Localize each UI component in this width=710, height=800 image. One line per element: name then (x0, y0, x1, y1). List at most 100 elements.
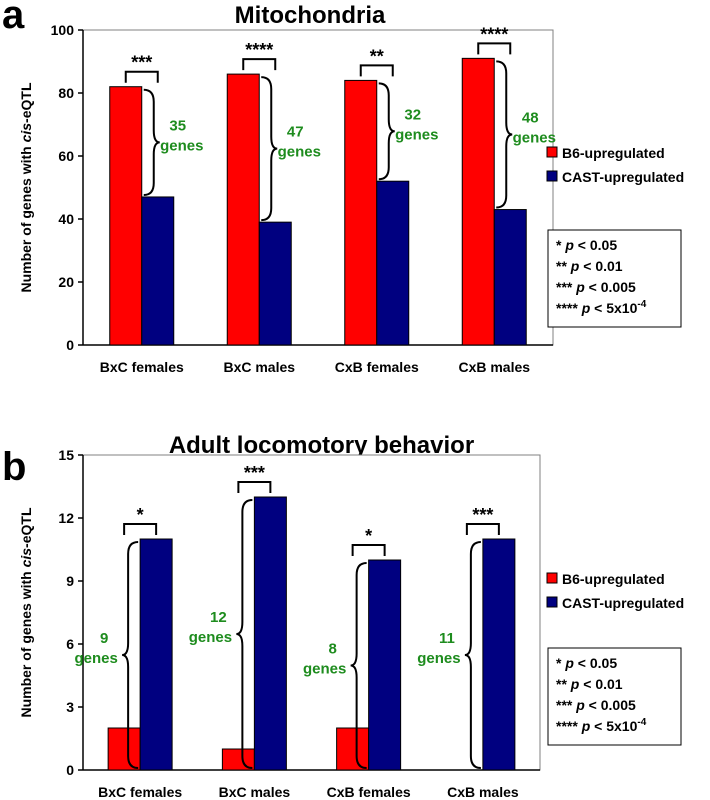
pvalue-threshold: < 0.01 (579, 676, 622, 692)
difference-brace (122, 541, 139, 769)
y-tick-label: 20 (58, 274, 74, 290)
y-axis-label-part: Number of genes with (18, 567, 34, 717)
significance-stars: ** (370, 46, 384, 66)
pvalue-threshold: < 5x10 (590, 300, 637, 316)
gene-count-word: genes (417, 650, 460, 667)
y-axis-label: Number of genes with cis-eQTL (18, 507, 34, 717)
pvalue-p: p (581, 718, 591, 734)
gene-count-word: genes (74, 650, 117, 667)
significance-bracket (359, 64, 394, 77)
gene-count-word: genes (303, 661, 346, 678)
y-tick-label: 9 (66, 573, 74, 589)
y-axis-label: Number of genes with cis-eQTL (18, 82, 34, 292)
chart-title: Mitochondria (235, 2, 386, 29)
y-tick-label: 15 (58, 447, 74, 463)
x-tick-label: CxB males (447, 784, 519, 800)
significance-stars: **** (480, 24, 508, 44)
pvalue-legend-row: *** p < 0.005 (556, 279, 636, 295)
legend-label: CAST-upregulated (562, 595, 684, 611)
bar-cast (376, 180, 410, 346)
bar-b6 (461, 57, 495, 346)
y-tick-label: 0 (66, 762, 74, 778)
y-axis-label-italic: cis (18, 123, 34, 143)
bar-cast (141, 196, 175, 346)
y-tick-label: 3 (66, 699, 74, 715)
pvalue-stars: **** (556, 300, 582, 316)
difference-brace (350, 562, 367, 769)
gene-count-word: genes (189, 629, 232, 646)
significance-stars: * (137, 505, 144, 525)
gene-count-word: genes (513, 129, 556, 146)
y-tick-label: 80 (58, 85, 74, 101)
bar-b6 (344, 79, 378, 346)
panel-letter: b (2, 445, 26, 489)
legend-label: B6-upregulated (562, 571, 665, 587)
pvalue-legend-box (547, 647, 682, 746)
pvalue-p: p (570, 258, 580, 274)
y-axis-label-part: Number of genes with (18, 142, 34, 292)
y-tick-label: 100 (51, 22, 75, 38)
bar-cast (253, 496, 287, 771)
pvalue-stars: ** (556, 258, 571, 274)
significance-bracket (237, 481, 272, 493)
y-tick-label: 6 (66, 636, 74, 652)
pvalue-stars: *** (556, 697, 576, 713)
y-axis-label-suffix: -eQTL (18, 82, 34, 123)
panel-b: b Adult locomotory behavior03691215Number… (2, 432, 684, 800)
panel-a: a Mitochondria 0 20 40 60 80 100 Number of genes… (2, 0, 684, 375)
legend-swatch-cast (546, 596, 558, 608)
pvalue-p: p (570, 676, 580, 692)
gene-count-number: 47 (287, 124, 304, 141)
bar-b6 (226, 73, 260, 346)
significance-stars: **** (245, 40, 273, 60)
difference-brace (261, 76, 278, 222)
y-tick-label: 40 (58, 211, 74, 227)
legend-swatch-b6 (546, 572, 558, 584)
gene-count-word: genes (278, 144, 321, 161)
pvalue-stars: **** (556, 718, 582, 734)
pvalue-stars: * (556, 655, 565, 671)
significance-stars: *** (131, 53, 152, 73)
pvalue-legend-row: * p < 0.05 (556, 237, 617, 253)
significance-bracket (124, 70, 159, 83)
bar-cast (482, 538, 516, 771)
pvalue-threshold: < 0.01 (579, 258, 622, 274)
significance-stars: *** (472, 505, 493, 525)
pvalue-legend-row: ** p < 0.01 (556, 258, 623, 274)
pvalue-legend-row: *** p < 0.005 (556, 697, 636, 713)
pvalue-p: p (564, 655, 574, 671)
y-axis-label-suffix: -eQTL (18, 507, 34, 548)
pvalue-threshold: < 0.05 (574, 655, 617, 671)
difference-brace (496, 60, 513, 209)
pvalue-legend-box (547, 229, 682, 328)
gene-count-number: 11 (439, 630, 455, 647)
pvalue-threshold: < 0.05 (574, 237, 617, 253)
pvalue-p: p (581, 300, 591, 316)
bar-cast (139, 538, 173, 771)
legend-swatch-cast (546, 170, 558, 182)
gene-count-word: genes (395, 126, 438, 143)
significance-bracket (351, 544, 386, 556)
bar-cast (258, 221, 292, 346)
pvalue-stars: ** (556, 676, 571, 692)
pvalue-stars: *** (556, 279, 576, 295)
pvalue-p: p (564, 237, 574, 253)
significance-stars: * (365, 526, 372, 546)
pvalue-threshold: < 5x10 (590, 718, 637, 734)
pvalue-threshold: < 0.005 (585, 279, 636, 295)
bar-cast (368, 559, 402, 771)
gene-count-number: 35 (169, 117, 186, 134)
gene-count-number: 9 (100, 630, 108, 647)
significance-bracket (123, 523, 158, 535)
gene-count-number: 32 (404, 106, 421, 123)
x-tick-label: BxC females (100, 359, 184, 375)
significance-stars: *** (244, 463, 265, 483)
legend-swatch-b6 (546, 146, 558, 158)
y-tick-label: 60 (58, 148, 74, 164)
significance-bracket (242, 58, 277, 71)
x-tick-label: BxC females (98, 784, 182, 800)
bar-b6 (107, 727, 141, 771)
difference-brace (378, 82, 395, 181)
x-tick-label: CxB females (335, 359, 419, 375)
